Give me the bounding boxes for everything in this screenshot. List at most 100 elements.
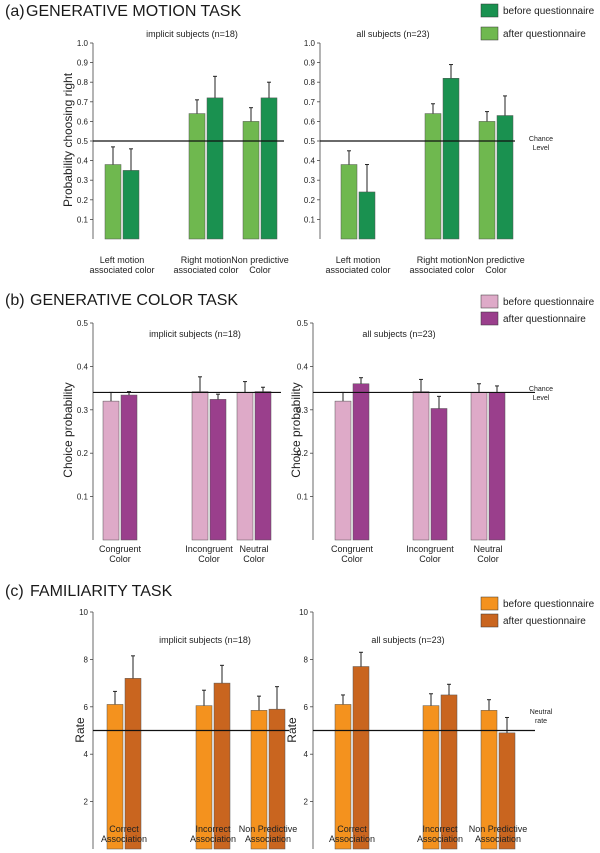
y-tick-label: 0.5 — [77, 319, 89, 328]
category-label: Right motion — [181, 255, 232, 265]
category-label: Right motion — [417, 255, 468, 265]
category-label: Neutral — [239, 544, 268, 554]
panel-label: (c) — [5, 583, 24, 600]
legend-label: before questionnaire — [503, 297, 595, 308]
y-tick-label: 6 — [304, 703, 309, 712]
y-tick-label: 0.3 — [297, 406, 309, 415]
chart-subtitle: all subjects (n=23) — [356, 29, 429, 39]
y-axis-label: Rate — [285, 717, 299, 743]
legend-swatch — [480, 311, 499, 326]
y-tick-label: 0.7 — [304, 98, 316, 107]
category-label: Color — [198, 554, 220, 564]
y-tick-label: 0.2 — [297, 449, 309, 458]
category-label: Left motion — [336, 255, 381, 265]
bar — [352, 383, 370, 541]
category-label: Color — [419, 554, 441, 564]
bar — [122, 170, 140, 240]
legend-label: after questionnaire — [503, 29, 586, 40]
y-tick-label: 10 — [79, 608, 88, 617]
y-tick-label: 0.4 — [304, 157, 316, 166]
category-label: Left motion — [100, 255, 145, 265]
y-tick-label: 0.5 — [297, 319, 309, 328]
y-tick-label: 4 — [84, 750, 89, 759]
category-label: Association — [417, 834, 463, 844]
category-label: Incongruent — [406, 544, 454, 554]
category-label: Color — [341, 554, 363, 564]
category-label: Non predictive — [467, 255, 525, 265]
y-tick-label: 0.8 — [304, 78, 316, 87]
chart-subtitle: all subjects (n=23) — [371, 635, 444, 645]
category-label: Incorrect — [195, 824, 231, 834]
bar — [236, 392, 254, 541]
bar — [206, 97, 224, 240]
y-tick-label: 0.5 — [304, 137, 316, 146]
y-tick-label: 6 — [84, 703, 89, 712]
bar — [352, 666, 370, 850]
bar — [188, 113, 206, 240]
y-tick-label: 0.2 — [304, 196, 316, 205]
reference-note: Level — [533, 395, 550, 402]
category-label: Non Predictive — [469, 824, 528, 834]
panel-title: GENERATIVE MOTION TASK — [26, 3, 241, 20]
category-label: Association — [329, 834, 375, 844]
y-tick-label: 0.9 — [77, 59, 89, 68]
reference-note: Chance — [529, 136, 553, 143]
y-tick-label: 0.5 — [77, 137, 89, 146]
reference-note: Level — [533, 145, 550, 152]
panel-label: (b) — [5, 292, 25, 309]
y-axis-label: Probability choosing right — [61, 72, 75, 207]
y-tick-label: 8 — [84, 655, 89, 664]
bar — [442, 78, 460, 240]
y-tick-label: 1.0 — [304, 39, 316, 48]
category-label: Color — [477, 554, 499, 564]
category-label: Non Predictive — [239, 824, 298, 834]
bar — [470, 392, 488, 541]
category-label: Incorrect — [422, 824, 458, 834]
panel-label: (a) — [5, 3, 25, 20]
y-tick-label: 0.4 — [77, 157, 89, 166]
bar — [488, 392, 506, 541]
category-label: Association — [101, 834, 147, 844]
y-tick-label: 0.2 — [77, 196, 89, 205]
legend-swatch — [480, 3, 499, 18]
panel-title: GENERATIVE COLOR TASK — [30, 292, 238, 309]
bar — [340, 164, 358, 240]
category-label: associated color — [409, 265, 474, 275]
category-label: Color — [249, 265, 271, 275]
legend-label: before questionnaire — [503, 6, 595, 17]
category-label: Correct — [109, 824, 139, 834]
category-label: Association — [245, 834, 291, 844]
category-label: Correct — [337, 824, 367, 834]
category-label: Association — [475, 834, 521, 844]
reference-note: Neutral — [530, 709, 553, 716]
legend-swatch — [480, 596, 499, 611]
y-axis-label: Rate — [73, 717, 87, 743]
y-tick-label: 0.1 — [77, 493, 89, 502]
y-tick-label: 1.0 — [77, 39, 89, 48]
reference-note: rate — [535, 718, 547, 725]
category-label: associated color — [325, 265, 390, 275]
category-label: Color — [485, 265, 507, 275]
panel-title: FAMILIARITY TASK — [30, 583, 173, 600]
y-tick-label: 0.1 — [77, 215, 89, 224]
bar — [334, 400, 352, 541]
y-tick-label: 0.3 — [304, 176, 316, 185]
reference-note: Chance — [529, 386, 553, 393]
category-label: Neutral — [473, 544, 502, 554]
bar — [104, 164, 122, 240]
bar — [191, 391, 209, 541]
legend-label: after questionnaire — [503, 314, 586, 325]
category-label: Incongruent — [185, 544, 233, 554]
bar — [120, 394, 138, 541]
bar — [412, 391, 430, 541]
legend-label: before questionnaire — [503, 599, 595, 610]
bar — [496, 115, 514, 240]
chart-subtitle: all subjects (n=23) — [362, 329, 435, 339]
y-tick-label: 8 — [304, 655, 309, 664]
y-tick-label: 0.6 — [304, 117, 316, 126]
y-tick-label: 0.7 — [77, 98, 89, 107]
bar — [242, 121, 260, 240]
bar — [254, 391, 272, 541]
bar — [424, 113, 442, 240]
